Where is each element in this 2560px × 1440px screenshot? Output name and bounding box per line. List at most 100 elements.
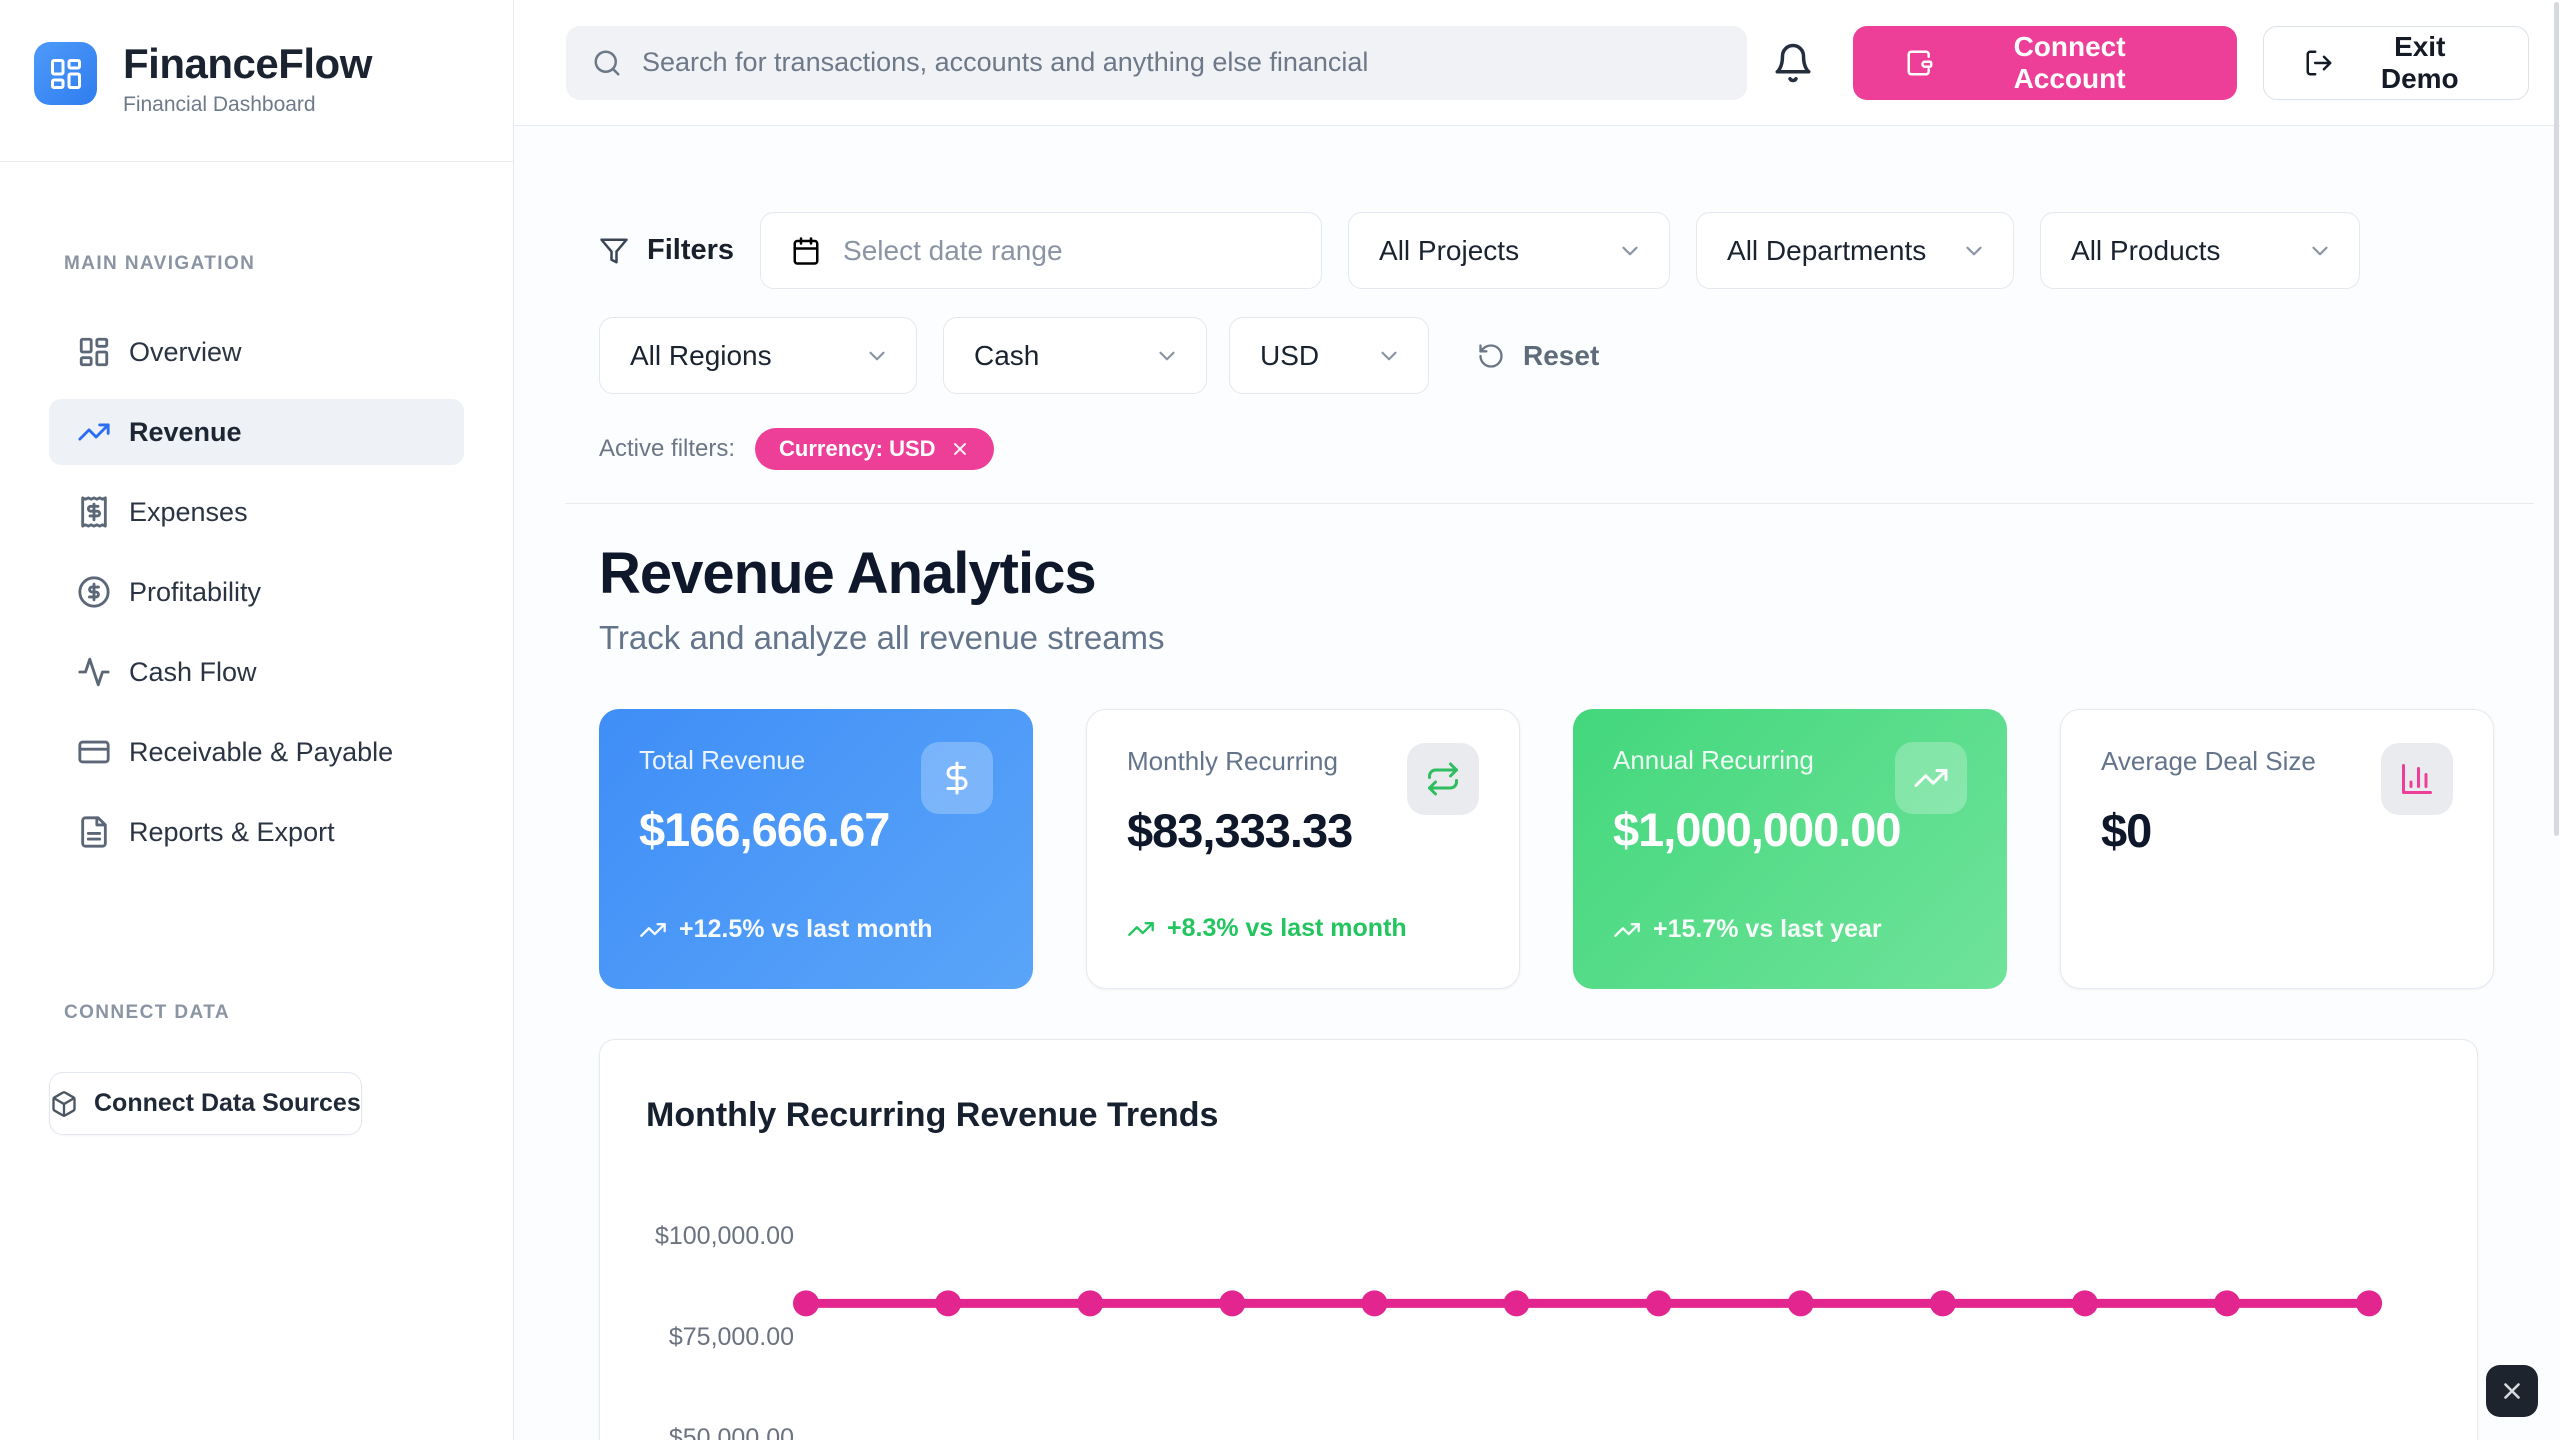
exit-demo-button[interactable]: Exit Demo xyxy=(2262,25,2529,100)
main-navigation: Overview Revenue Expenses Profitability … xyxy=(24,319,489,865)
date-range-input[interactable]: Select date range xyxy=(760,212,1323,289)
bell-icon xyxy=(1772,42,1814,84)
sidebar-item-profitability[interactable]: Profitability xyxy=(49,559,464,625)
kpi-value: $166,666.67 xyxy=(639,802,890,856)
trending-up-icon xyxy=(1127,915,1155,943)
y-axis-tick-label: $50,000.00 xyxy=(668,1423,794,1440)
chevron-down-icon xyxy=(2307,238,2333,264)
sidebar-item-label: Receivable & Payable xyxy=(129,736,394,767)
filters-divider xyxy=(565,503,2534,504)
sidebar-item-receivable-payable[interactable]: Receivable & Payable xyxy=(49,719,464,785)
sidebar-item-label: Expenses xyxy=(129,496,248,527)
sidebar-item-label: Reports & Export xyxy=(129,816,335,847)
log-out-icon xyxy=(2304,48,2334,78)
page-subtitle: Track and analyze all revenue streams xyxy=(599,618,1165,656)
layout-dashboard-icon xyxy=(77,335,111,369)
brand: FinanceFlow Financial Dashboard xyxy=(0,0,513,162)
global-search[interactable] xyxy=(566,25,1747,100)
kpi-card-total-revenue: Total Revenue $166,666.67 +12.5% vs last… xyxy=(599,708,1033,989)
sidebar-item-overview[interactable]: Overview xyxy=(49,319,464,385)
dollar-sign-icon xyxy=(921,741,993,814)
sidebar-item-reports-export[interactable]: Reports & Export xyxy=(49,799,464,865)
app-tagline: Financial Dashboard xyxy=(123,93,316,117)
wallet-icon xyxy=(1905,48,1935,78)
receipt-icon xyxy=(77,495,111,529)
kpi-title: Annual Recurring xyxy=(1613,744,1814,775)
chevron-down-icon xyxy=(1376,343,1402,369)
chart-title: Monthly Recurring Revenue Trends xyxy=(646,1095,1219,1134)
file-text-icon xyxy=(77,815,111,849)
kpi-title: Total Revenue xyxy=(639,744,806,775)
kpi-trend: +8.3% vs last month xyxy=(1127,910,1479,948)
y-axis-tick-label: $75,000.00 xyxy=(668,1322,794,1351)
sidebar-item-label: Overview xyxy=(129,336,242,367)
date-range-placeholder: Select date range xyxy=(843,234,1063,266)
kpi-value: $0 xyxy=(2101,803,2152,857)
chevron-down-icon xyxy=(864,343,890,369)
main-content: Filters Select date range All Projects A… xyxy=(514,126,2560,1440)
chevron-down-icon xyxy=(1961,238,1987,264)
trending-up-icon xyxy=(639,916,667,944)
sidebar-item-label: Revenue xyxy=(129,416,242,447)
app-logo-icon xyxy=(34,42,97,105)
connect-data-sources-button[interactable]: Connect Data Sources xyxy=(49,1072,362,1135)
active-filter-chip-currency[interactable]: Currency: USD xyxy=(755,428,994,470)
trending-up-icon xyxy=(77,415,111,449)
sidebar-item-label: Cash Flow xyxy=(129,656,257,687)
filters-title: Filters xyxy=(599,234,734,267)
projects-select[interactable]: All Projects xyxy=(1348,212,1671,289)
currency-select[interactable]: USD xyxy=(1229,317,1429,394)
mrr-line-chart xyxy=(793,1290,2383,1317)
chevron-down-icon xyxy=(1617,238,1643,264)
regions-select[interactable]: All Regions xyxy=(599,317,917,394)
bar-chart-icon xyxy=(2381,742,2453,815)
kpi-trend: +12.5% vs last month xyxy=(639,911,993,949)
calendar-icon xyxy=(791,236,821,266)
kpi-value: $83,333.33 xyxy=(1127,803,1353,857)
connect-account-button[interactable]: Connect Account xyxy=(1852,25,2237,100)
trending-up-icon xyxy=(1613,916,1641,944)
kpi-trend: +15.7% vs last year xyxy=(1613,911,1967,949)
filters-bar: Filters Select date range All Projects A… xyxy=(565,212,2534,504)
mrr-trends-card: Monthly Recurring Revenue Trends $100,00… xyxy=(599,1038,2478,1440)
circle-dollar-icon xyxy=(77,575,111,609)
rotate-ccw-icon xyxy=(1477,342,1505,370)
trending-up-icon xyxy=(1895,741,1967,814)
kpi-title: Average Deal Size xyxy=(2101,745,2316,776)
page-title: Revenue Analytics xyxy=(599,541,1097,606)
departments-select[interactable]: All Departments xyxy=(1696,212,2015,289)
close-icon[interactable] xyxy=(950,439,970,459)
scrollbar-thumb[interactable] xyxy=(2554,2,2559,836)
exit-demo-label: Exit Demo xyxy=(2380,30,2459,94)
app-title: FinanceFlow xyxy=(123,40,372,87)
search-input[interactable] xyxy=(642,47,1721,78)
close-icon xyxy=(2499,1378,2525,1404)
kpi-card-monthly-recurring: Monthly Recurring $83,333.33 +8.3% vs la… xyxy=(1086,708,1520,989)
funnel-icon xyxy=(599,236,629,266)
sidebar-item-revenue[interactable]: Revenue xyxy=(49,399,464,465)
connect-section-label: CONNECT DATA xyxy=(64,1002,230,1023)
topbar: Connect Account Exit Demo xyxy=(514,0,2560,126)
connect-data-sources-label: Connect Data Sources xyxy=(94,1089,361,1117)
activity-icon xyxy=(77,655,111,689)
kpi-value: $1,000,000.00 xyxy=(1613,802,1902,856)
chevron-down-icon xyxy=(1154,343,1180,369)
credit-card-icon xyxy=(77,735,111,769)
kpi-cards: Total Revenue $166,666.67 +12.5% vs last… xyxy=(599,708,2534,989)
close-overlay-button[interactable] xyxy=(2486,1365,2538,1417)
package-icon xyxy=(50,1090,78,1118)
sidebar-item-cash-flow[interactable]: Cash Flow xyxy=(49,639,464,705)
payment-type-select[interactable]: Cash xyxy=(943,317,1207,394)
kpi-title: Monthly Recurring xyxy=(1127,745,1338,776)
y-axis-tick-label: $100,000.00 xyxy=(654,1221,794,1250)
notifications-button[interactable] xyxy=(1769,39,1817,87)
kpi-card-annual-recurring: Annual Recurring $1,000,000.00 +15.7% vs… xyxy=(1573,708,2007,989)
products-select[interactable]: All Products xyxy=(2040,212,2361,289)
connect-account-label: Connect Account xyxy=(2013,30,2126,94)
sidebar: FinanceFlow Financial Dashboard MAIN NAV… xyxy=(0,0,514,1440)
nav-section-label: MAIN NAVIGATION xyxy=(64,253,256,274)
sidebar-item-expenses[interactable]: Expenses xyxy=(49,479,464,545)
repeat-icon xyxy=(1407,742,1479,815)
reset-filters-button[interactable]: Reset xyxy=(1477,340,1599,372)
